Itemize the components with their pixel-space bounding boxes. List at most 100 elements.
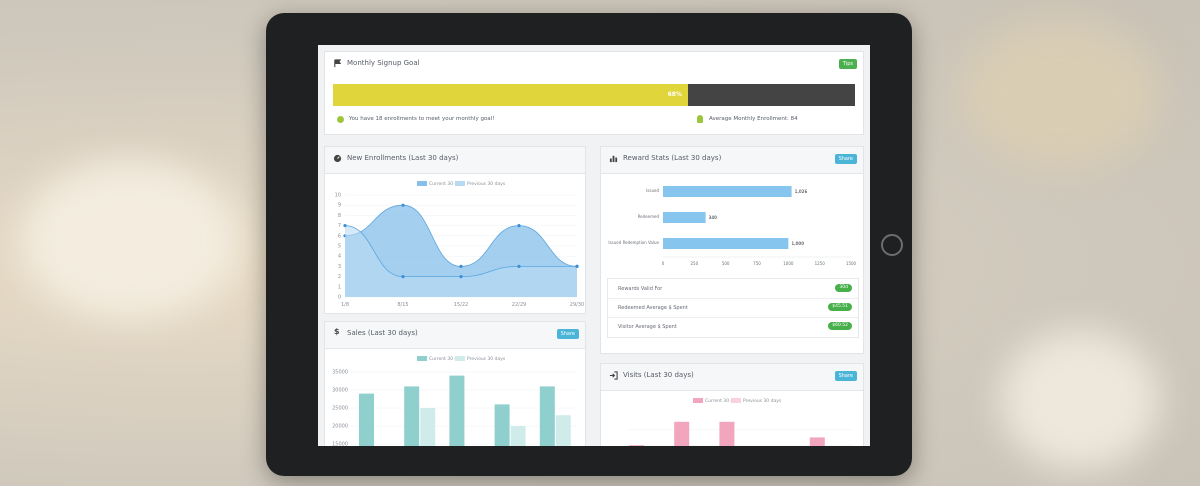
background-blob — [1000, 330, 1160, 470]
dollar-icon: $ — [334, 327, 340, 336]
reward-share-button[interactable]: Share — [834, 154, 857, 164]
monthly-goal-card: Monthly Signup Goal Tips 68% You have 18… — [324, 51, 864, 135]
legend-swatch — [731, 398, 741, 403]
bar — [719, 421, 735, 446]
y-tick-label: 2 — [338, 274, 341, 280]
x-tick-label: 750 — [753, 261, 761, 266]
bar — [629, 445, 644, 446]
bar — [420, 408, 436, 446]
enrollments-chart: Current 30 days Previous 30 days 0 1 2 3 4 5 6 7 8… — [335, 181, 584, 308]
legend-swatch — [455, 181, 465, 186]
stat-value-badge: $45.51 — [828, 303, 852, 311]
data-point — [517, 264, 521, 268]
legend-label: Current 30 days — [705, 398, 742, 404]
bar — [404, 386, 420, 446]
legend-swatch — [417, 181, 427, 186]
stat-value-badge: 30d — [835, 284, 852, 292]
y-tick-label: 6 — [338, 233, 341, 239]
x-tick-label: 8/15 — [397, 302, 408, 308]
reward-chart: Issued 1,026 Redeemed 340 Issued Redemption … — [608, 186, 857, 266]
bar-chart-icon — [609, 155, 618, 163]
legend-label: Previous 30 days — [467, 356, 506, 362]
x-tick-label: 0 — [662, 261, 665, 266]
sign-in-icon — [609, 371, 618, 380]
area-series — [345, 225, 577, 297]
sales-card-header: $ Sales (Last 30 days) Share — [325, 322, 585, 349]
y-tick-label: 30000 — [332, 388, 348, 394]
stat-label: Rewards Valid For — [618, 286, 663, 292]
x-tick-label: 1/8 — [341, 302, 349, 308]
x-tick-label: 29/30 — [570, 302, 584, 308]
bar — [510, 426, 526, 446]
legend-swatch — [455, 356, 465, 361]
goal-card-title: Monthly Signup Goal — [347, 59, 420, 67]
data-point — [401, 275, 405, 279]
bar-category-label: Redeemed — [638, 214, 660, 219]
y-tick-label: 9 — [338, 203, 341, 209]
bar — [359, 393, 374, 446]
background-blob — [960, 20, 1160, 170]
reward-stats-card: Reward Stats (Last 30 days) Share Issued… — [600, 146, 864, 354]
stat-row: Redeemed Average $ Spent $45.51 — [608, 298, 858, 318]
dashboard-screen: Monthly Signup Goal Tips 68% You have 18… — [318, 45, 870, 446]
bar-value-label: 1,000 — [791, 241, 804, 246]
y-tick-label: 1 — [338, 284, 341, 290]
data-point — [401, 203, 405, 207]
x-tick-label: 1000 — [783, 261, 794, 266]
y-tick-label: 7 — [338, 223, 341, 229]
stat-value-badge: $60.52 — [828, 322, 852, 330]
stat-row: Visitor Average $ Spent $60.52 — [608, 317, 858, 336]
home-button — [881, 234, 903, 256]
data-point — [343, 224, 347, 228]
sales-share-button[interactable]: Share — [556, 329, 579, 339]
visits-card: Visits (Last 30 days) Share Current 30 d… — [600, 363, 864, 446]
goal-message: You have 18 enrollments to meet your mon… — [349, 116, 495, 122]
stat-row: Rewards Valid For 30d — [608, 279, 858, 299]
legend-swatch — [693, 398, 703, 403]
data-point — [517, 224, 521, 228]
x-tick-label: 22/29 — [512, 302, 526, 308]
enrollments-card-title: New Enrollments (Last 30 days) — [347, 154, 459, 162]
goal-progress-label: 68% — [667, 91, 682, 98]
enrollments-card: New Enrollments (Last 30 days) Current 3… — [324, 146, 586, 314]
bar-category-label: Issued Redemption Value — [608, 240, 659, 245]
bar-value-label: 1,026 — [795, 189, 808, 194]
bar — [809, 437, 825, 446]
sales-card: $ Sales (Last 30 days) Share Current 30 … — [324, 321, 586, 446]
bar — [555, 415, 571, 446]
y-tick-label: 0 — [338, 295, 341, 301]
reward-card-title: Reward Stats (Last 30 days) — [623, 154, 722, 162]
x-tick-label: 250 — [691, 261, 699, 266]
bar — [494, 404, 510, 446]
goal-check-icon — [337, 116, 344, 123]
visits-card-header: Visits (Last 30 days) Share — [601, 364, 863, 391]
y-tick-label: 5 — [338, 244, 341, 250]
sales-card-title: Sales (Last 30 days) — [347, 329, 418, 337]
enrollments-card-header: New Enrollments (Last 30 days) — [325, 147, 585, 174]
legend-label: Current 30 days — [429, 356, 466, 362]
bar-category-label: Issued — [646, 188, 659, 193]
data-point — [459, 275, 463, 279]
reward-card-header: Reward Stats (Last 30 days) Share — [601, 147, 863, 174]
goal-progress-bar: 68% — [333, 84, 855, 106]
legend-label: Previous 30 days — [743, 398, 782, 404]
y-tick-label: 8 — [338, 213, 341, 219]
legend-label: Current 30 days — [429, 181, 466, 187]
background-blob — [20, 160, 240, 320]
tips-badge[interactable]: Tips — [838, 59, 857, 69]
y-tick-label: 3 — [338, 264, 341, 270]
x-tick-label: 15/22 — [454, 302, 468, 308]
visits-chart: Current 30 days Previous 30 days — [627, 398, 853, 446]
x-tick-label: 1500 — [846, 261, 857, 266]
legend-swatch — [417, 356, 427, 361]
visits-share-button[interactable]: Share — [834, 371, 857, 381]
bar — [663, 186, 792, 197]
goal-progress-fill: 68% — [333, 84, 688, 106]
legend-label: Previous 30 days — [467, 181, 506, 187]
bar-value-label: 340 — [709, 215, 718, 220]
stat-label: Visitor Average $ Spent — [618, 324, 677, 330]
x-tick-label: 500 — [722, 261, 730, 266]
user-icon — [697, 115, 703, 123]
bar — [663, 212, 706, 223]
